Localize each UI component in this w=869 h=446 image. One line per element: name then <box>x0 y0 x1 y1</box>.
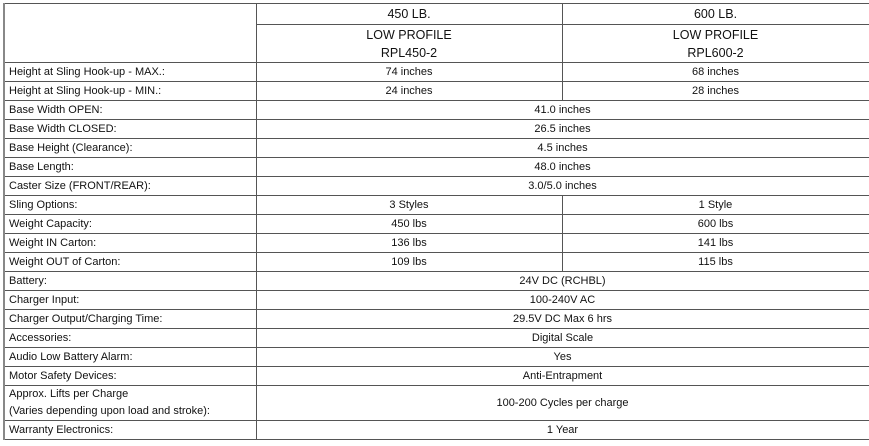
row-label: Weight OUT of Carton: <box>3 252 257 272</box>
value-rpl600: 115 lbs <box>561 252 869 272</box>
row-label: Base Width CLOSED: <box>3 119 257 139</box>
row-label-text: Weight OUT of Carton: <box>9 256 121 268</box>
value-shared: 100-240V AC <box>255 290 869 310</box>
row-label: Height at Sling Hook-up - MIN.: <box>3 81 257 101</box>
value-rpl450: 3 Styles <box>255 195 563 215</box>
table-row: Motor Safety Devices: Anti-Entrapment <box>3 366 869 386</box>
value-rpl600: 28 inches <box>561 81 869 101</box>
row-label-note: (Varies depending upon load and stroke): <box>9 405 210 417</box>
row-label-text: Height at Sling Hook-up - MAX.: <box>9 66 165 78</box>
row-label: Approx. Lifts per Charge (Varies dependin… <box>3 385 257 421</box>
value-shared: 29.5V DC Max 6 hrs <box>255 309 869 329</box>
row-label: Motor Safety Devices: <box>3 366 257 386</box>
row-label: Base Height (Clearance): <box>3 138 257 158</box>
value-rpl450: 450 lbs <box>255 214 563 234</box>
value-rpl450: 109 lbs <box>255 252 563 272</box>
header-row-capacity: 450 LB. 600 LB. <box>3 3 869 63</box>
table-row: Charger Input: 100-240V AC <box>3 290 869 310</box>
row-label-text: Motor Safety Devices: <box>9 370 117 382</box>
value-shared: 1 Year <box>255 420 869 440</box>
row-label-text: Base Width CLOSED: <box>9 123 117 135</box>
table-row: Caster Size (FRONT/REAR): 3.0/5.0 inches <box>3 176 869 196</box>
table-row: Base Height (Clearance): 4.5 inches <box>3 138 869 158</box>
row-label-text: Base Length: <box>9 161 74 173</box>
header-capacity-450: 450 LB. <box>255 3 563 25</box>
value-rpl600: 141 lbs <box>561 233 869 253</box>
spec-table: 450 LB. 600 LB. LOW PROFILE RPL450-2 LOW… <box>3 3 869 440</box>
model-label: RPL600-2 <box>687 45 744 60</box>
row-label: Caster Size (FRONT/REAR): <box>3 176 257 196</box>
table-row: Base Width CLOSED: 26.5 inches <box>3 119 869 139</box>
value-rpl600: 1 Style <box>561 195 869 215</box>
header-model-600: LOW PROFILE RPL600-2 <box>561 24 869 63</box>
table-row: Accessories: Digital Scale <box>3 328 869 348</box>
table-row: Base Width OPEN: 41.0 inches <box>3 100 869 120</box>
value-shared: Yes <box>255 347 869 367</box>
table-row: Charger Output/Charging Time: 29.5V DC Ma… <box>3 309 869 329</box>
row-label-text: Approx. Lifts per Charge <box>9 388 129 400</box>
table-row: Weight IN Carton: 136 lbs 141 lbs <box>3 233 869 253</box>
table-row: Warranty Electronics: 1 Year <box>3 420 869 440</box>
row-label-text: Battery: <box>9 275 47 287</box>
row-label: Base Width OPEN: <box>3 100 257 120</box>
row-label: Warranty Electronics: <box>3 420 257 440</box>
value-shared: 3.0/5.0 inches <box>255 176 869 196</box>
row-label: Weight IN Carton: <box>3 233 257 253</box>
row-label-text: Accessories: <box>9 332 72 344</box>
table-row: Height at Sling Hook-up - MAX.: 74 inches… <box>3 62 869 82</box>
model-label: RPL450-2 <box>380 45 438 60</box>
table-row: Base Length: 48.0 inches <box>3 157 869 177</box>
value-shared: 4.5 inches <box>255 138 869 158</box>
row-label-text: Sling Options: <box>9 199 78 211</box>
row-label-text: Base Height (Clearance): <box>9 142 133 154</box>
table-row: Height at Sling Hook-up - MIN.: 24 inches… <box>3 81 869 101</box>
table-row: Approx. Lifts per Charge (Varies dependin… <box>3 385 869 421</box>
header-capacity-600: 600 LB. <box>561 3 869 25</box>
value-shared: 41.0 inches <box>255 100 869 120</box>
table-row: Sling Options: 3 Styles 1 Style <box>3 195 869 215</box>
value-rpl600: 600 lbs <box>561 214 869 234</box>
table-row: Weight OUT of Carton: 109 lbs 115 lbs <box>3 252 869 272</box>
value-shared: 26.5 inches <box>255 119 869 139</box>
value-shared: Anti-Entrapment <box>255 366 869 386</box>
row-label-text: Charger Output/Charging Time: <box>9 313 163 325</box>
row-label-text: Weight Capacity: <box>9 218 92 230</box>
header-blank-cell <box>3 3 257 63</box>
value-rpl450: 24 inches <box>255 81 563 101</box>
row-label: Charger Output/Charging Time: <box>3 309 257 329</box>
header-row-model: LOW PROFILE RPL450-2 LOW PROFILE RPL600-… <box>4 24 869 63</box>
row-label: Battery: <box>3 271 257 291</box>
row-label-text: Warranty Electronics: <box>9 424 114 436</box>
row-label-text: Weight IN Carton: <box>9 237 97 249</box>
table-row: Audio Low Battery Alarm: Yes <box>3 347 869 367</box>
header-model-450: LOW PROFILE RPL450-2 <box>255 24 563 63</box>
row-label: Sling Options: <box>3 195 257 215</box>
value-shared: 24V DC (RCHBL) <box>255 271 869 291</box>
value-rpl450: 136 lbs <box>255 233 563 253</box>
value-shared: 100-200 Cycles per charge <box>255 385 869 421</box>
row-label: Charger Input: <box>3 290 257 310</box>
profile-label: LOW PROFILE <box>366 27 452 42</box>
table-row: Weight Capacity: 450 lbs 600 lbs <box>3 214 869 234</box>
profile-label: LOW PROFILE <box>672 27 759 42</box>
row-label-text: Audio Low Battery Alarm: <box>9 351 133 363</box>
row-label: Accessories: <box>3 328 257 348</box>
row-label-text: Charger Input: <box>9 294 80 306</box>
table-row: Battery: 24V DC (RCHBL) <box>3 271 869 291</box>
row-label: Height at Sling Hook-up - MAX.: <box>3 62 257 82</box>
value-shared: 48.0 inches <box>255 157 869 177</box>
value-rpl600: 68 inches <box>561 62 869 82</box>
value-shared: Digital Scale <box>255 328 869 348</box>
value-rpl450: 74 inches <box>255 62 563 82</box>
row-label: Audio Low Battery Alarm: <box>3 347 257 367</box>
row-label-text: Base Width OPEN: <box>9 104 103 116</box>
row-label: Weight Capacity: <box>3 214 257 234</box>
row-label-text: Height at Sling Hook-up - MIN.: <box>9 85 162 97</box>
row-label-text: Caster Size (FRONT/REAR): <box>9 180 151 192</box>
row-label: Base Length: <box>3 157 257 177</box>
